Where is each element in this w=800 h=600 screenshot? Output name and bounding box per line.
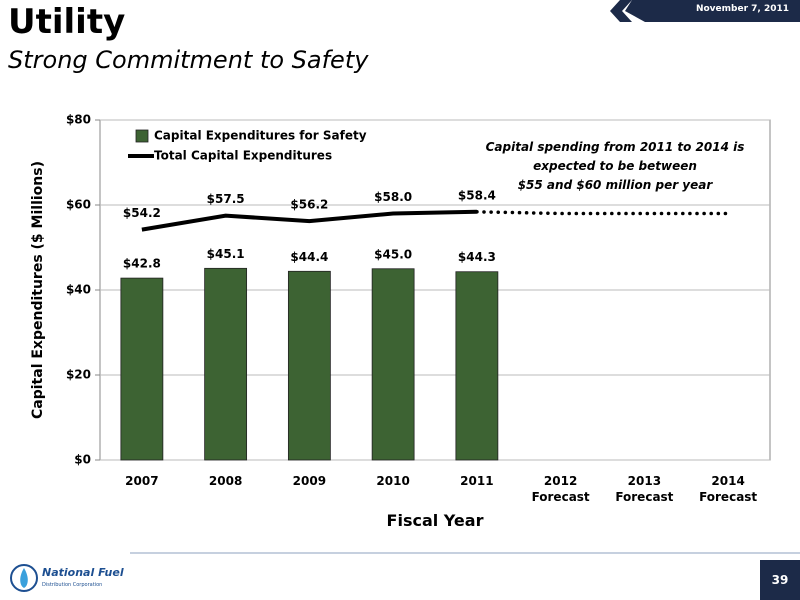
value-label: $44.3	[458, 250, 496, 264]
tab-decoration	[610, 0, 632, 22]
annotation: Capital spending from 2011 to 2014 is ex…	[485, 140, 745, 192]
date-tab	[625, 0, 800, 22]
value-label: $54.2	[123, 206, 161, 220]
x-tick-label: 2013 Forecast	[615, 474, 674, 504]
page-number: 39	[760, 560, 800, 600]
line	[141, 209, 477, 232]
x-tick-label: 2007	[125, 474, 159, 488]
bar	[204, 267, 248, 461]
slide-title: Utility	[8, 2, 126, 42]
bar	[455, 271, 499, 461]
value-label: $44.4	[290, 250, 328, 264]
bar	[287, 270, 331, 461]
x-tick-label: 2009	[292, 474, 327, 488]
logo-flame	[20, 568, 28, 588]
value-label: $58.4	[458, 188, 496, 202]
value-label: $57.5	[207, 192, 245, 206]
logo-name: National Fuel	[42, 566, 124, 579]
value-label: $56.2	[290, 198, 328, 212]
x-tick-label: 2010	[376, 474, 410, 488]
value-label: $42.8	[123, 257, 161, 271]
y-tick-label: $20	[66, 368, 91, 382]
bar	[371, 268, 415, 461]
x-tick-label: 2012 Forecast	[531, 474, 590, 504]
y-tick-label: $40	[66, 283, 91, 297]
slide-subtitle: Strong Commitment to Safety	[8, 46, 369, 74]
value-label: $45.0	[374, 247, 412, 261]
legend-label: Total Capital Expenditures	[154, 149, 332, 163]
y-axis-label: Capital Expenditures ($ Millions)	[30, 161, 46, 419]
x-axis-label: Fiscal Year	[386, 511, 484, 530]
x-tick-label: 2008	[208, 474, 243, 488]
y-tick-label: $60	[66, 198, 91, 212]
legend-label: Capital Expenditures for Safety	[154, 129, 367, 143]
logo-subtitle: Distribution Corporation	[42, 582, 103, 588]
y-tick-label: $0	[74, 453, 91, 467]
date: November 7, 2011	[695, 4, 790, 14]
bar	[120, 277, 164, 461]
x-tick-label: 2014 Forecast	[699, 474, 758, 504]
projection-line	[475, 210, 730, 216]
value-label: $45.1	[207, 247, 245, 261]
y-tick-label: $80	[66, 113, 91, 127]
legend-swatch	[135, 129, 149, 143]
value-label: $58.0	[374, 190, 412, 204]
x-tick-label: 2011	[460, 474, 494, 488]
